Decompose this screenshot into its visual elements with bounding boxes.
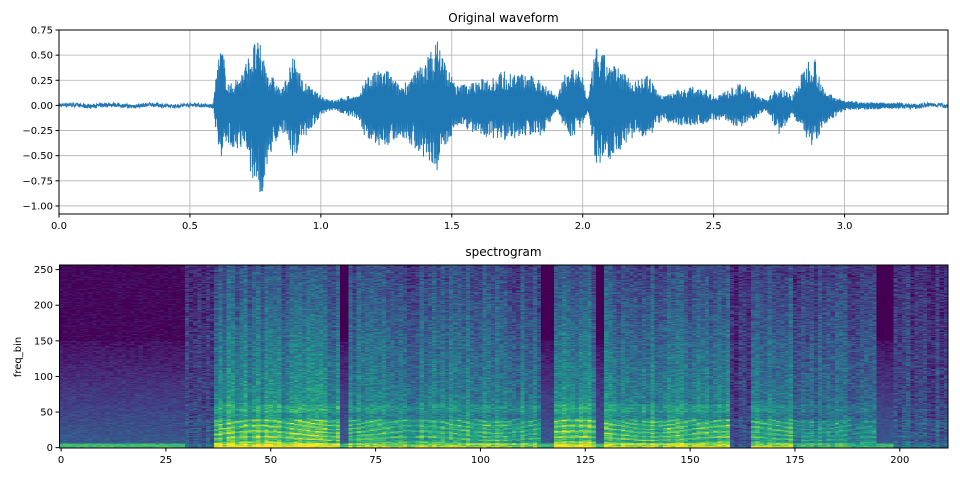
x-tick-label: 2.0: [575, 221, 591, 232]
x-tick-label: 100: [471, 455, 490, 466]
spectrogram-title: spectrogram: [465, 245, 541, 259]
x-tick-label: 1.5: [444, 221, 460, 232]
y-tick-label: −0.75: [22, 176, 53, 187]
x-tick-label: 0.5: [182, 221, 198, 232]
spectrogram-axes: spectrogram freq_bin 0 25 50 75 100 125 150 175…: [13, 245, 909, 466]
y-tick-label: 0.75: [31, 26, 53, 37]
x-tick-label: 3.0: [837, 221, 853, 232]
x-tick-label: 2.5: [706, 221, 722, 232]
y-tick-label: 250: [34, 265, 53, 276]
x-tick-label: 0: [58, 455, 64, 466]
y-tick-label: 150: [34, 336, 53, 347]
x-tick-label: 175: [785, 455, 804, 466]
y-tick-label: 50: [40, 408, 53, 419]
waveform-line: [58, 41, 949, 192]
y-tick-label: 0.00: [31, 101, 53, 112]
x-tick-label: 0.0: [51, 221, 67, 232]
y-tick-label: −0.25: [22, 126, 53, 137]
y-tick-label: 0: [47, 443, 53, 454]
x-tick-label: 150: [681, 455, 700, 466]
waveform-axes: Original waveform 0.0 0.5 1.0 1.5 2.0 2.5 3.0 0…: [22, 11, 949, 232]
x-tick-label: 75: [369, 455, 382, 466]
y-tick-label: 0.25: [31, 76, 53, 87]
y-tick-label: 100: [34, 372, 53, 383]
waveform-frame: [58, 29, 949, 215]
y-tick-label: −0.50: [22, 151, 53, 162]
x-tick-label: 1.0: [313, 221, 329, 232]
spectrogram-ylabel: freq_bin: [13, 337, 24, 377]
y-tick-label: −1.00: [22, 201, 53, 212]
waveform-title: Original waveform: [448, 11, 558, 25]
y-tick-label: 200: [34, 301, 53, 312]
x-tick-label: 200: [890, 455, 909, 466]
x-tick-label: 50: [264, 455, 277, 466]
y-tick-label: 0.50: [31, 51, 53, 62]
x-tick-label: 125: [576, 455, 595, 466]
x-tick-label: 25: [160, 455, 173, 466]
spectrogram-image: [59, 265, 948, 448]
